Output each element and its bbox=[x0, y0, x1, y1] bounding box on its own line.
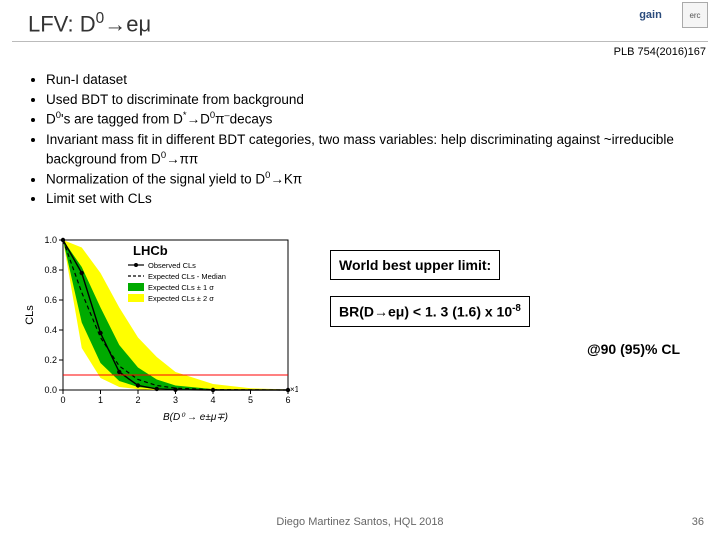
svg-text:0.0: 0.0 bbox=[44, 385, 57, 395]
svg-text:0.2: 0.2 bbox=[44, 355, 57, 365]
cls-chart: 0.0 0.2 0.4 0.6 0.8 1.0 0 1 2 3 4 5 6 CLs B(D⁰ → e±μ∓)… bbox=[18, 230, 298, 430]
bullet-list: Run-I datasetUsed BDT to discriminate fr… bbox=[28, 70, 700, 208]
svg-text:2: 2 bbox=[135, 395, 140, 405]
citation-text: PLB 754(2016)167 bbox=[614, 46, 706, 58]
list-item: Limit set with CLs bbox=[46, 189, 700, 209]
svg-text:CLs: CLs bbox=[24, 305, 36, 325]
gain-logo: gain bbox=[623, 3, 678, 27]
result-limit: BR(D→eμ) < 1. 3 (1.6) x 10-8 bbox=[330, 296, 530, 327]
page-title: LFV: D0→eμ bbox=[28, 10, 151, 37]
page-number: 36 bbox=[692, 516, 704, 528]
svg-text:5: 5 bbox=[248, 395, 253, 405]
result-heading: World best upper limit: bbox=[330, 250, 500, 280]
svg-text:Expected CLs ± 2 σ: Expected CLs ± 2 σ bbox=[148, 294, 214, 303]
svg-text:Expected CLs - Median: Expected CLs - Median bbox=[148, 272, 226, 281]
svg-text:1.0: 1.0 bbox=[44, 235, 57, 245]
title-divider bbox=[12, 41, 708, 42]
svg-text:LHCb: LHCb bbox=[133, 243, 168, 258]
svg-text:4: 4 bbox=[210, 395, 215, 405]
svg-text:3: 3 bbox=[173, 395, 178, 405]
svg-text:Observed CLs: Observed CLs bbox=[148, 261, 196, 270]
cl-level: @90 (95)% CL bbox=[330, 341, 700, 357]
list-item: D0's are tagged from D*→D0π–decays bbox=[46, 109, 700, 129]
logo-area: gain erc bbox=[623, 2, 708, 28]
results-block: World best upper limit: BR(D→eμ) < 1. 3 … bbox=[330, 240, 700, 357]
list-item: Normalization of the signal yield to D0→… bbox=[46, 169, 700, 189]
svg-text:0: 0 bbox=[60, 395, 65, 405]
svg-text:0.6: 0.6 bbox=[44, 295, 57, 305]
svg-text:6: 6 bbox=[285, 395, 290, 405]
svg-text:×10⁻⁸: ×10⁻⁸ bbox=[290, 385, 298, 394]
svg-text:0.8: 0.8 bbox=[44, 265, 57, 275]
svg-text:0.4: 0.4 bbox=[44, 325, 57, 335]
footer-text: Diego Martinez Santos, HQL 2018 bbox=[0, 516, 720, 528]
list-item: Invariant mass fit in different BDT cate… bbox=[46, 130, 700, 170]
erc-logo: erc bbox=[682, 2, 708, 28]
list-item: Used BDT to discriminate from background bbox=[46, 90, 700, 110]
svg-text:Expected CLs ± 1 σ: Expected CLs ± 1 σ bbox=[148, 283, 214, 292]
svg-text:B(D⁰ → e±μ∓): B(D⁰ → e±μ∓) bbox=[163, 412, 228, 423]
list-item: Run-I dataset bbox=[46, 70, 700, 90]
svg-text:1: 1 bbox=[98, 395, 103, 405]
